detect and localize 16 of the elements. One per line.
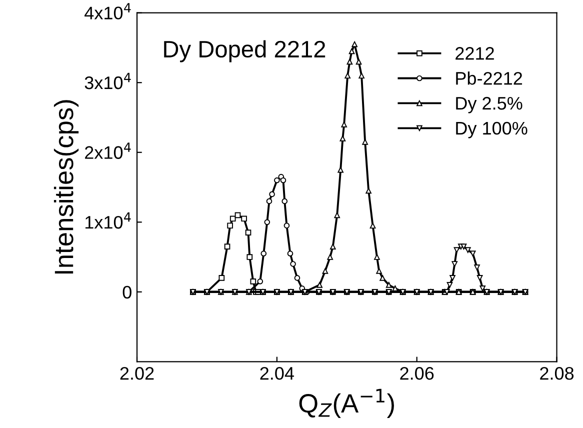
annotation: Dy Doped 2212 [164, 40, 326, 62]
y-tick-label: 2x10$^{4}$ [85, 142, 131, 159]
legend-label: Dy 100% [456, 122, 528, 138]
y-tick-label: 1x10$^{4}$ [85, 212, 131, 229]
x-tick-label: 2.06 [400, 367, 434, 380]
x-axis-title: Q$_{Z}$(A$^{−1}$) [299, 388, 394, 418]
legend-label: 2212 [456, 47, 494, 60]
x-tick-label: 2.04 [260, 367, 294, 380]
legend-label: Dy 2.5% [456, 96, 522, 114]
y-tick-label: 4x10$^{4}$ [84, 3, 131, 20]
y-tick-label: 3x10$^{4}$ [84, 72, 131, 90]
y-tick-label: 0 [122, 286, 132, 299]
legend-label: Pb-2212 [456, 71, 522, 85]
x-tick-label: 2.08 [540, 367, 574, 380]
x-tick-label: 2.02 [120, 367, 154, 380]
y-axis-title: Intensities(cps) [54, 100, 79, 274]
